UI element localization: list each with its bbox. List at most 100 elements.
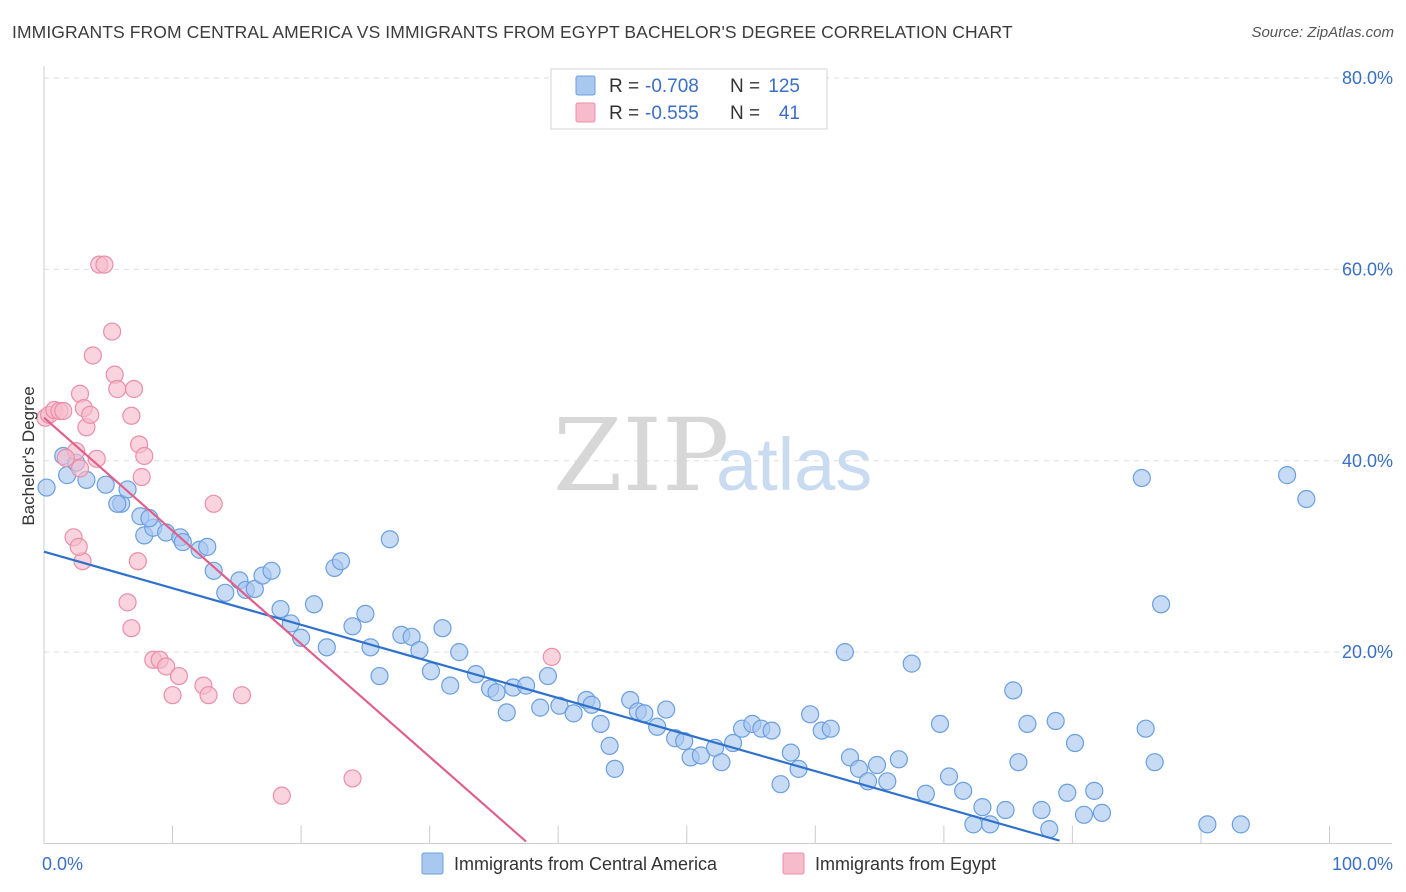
data-point	[108, 494, 127, 513]
x-tick-label: 100.0%	[1332, 854, 1393, 874]
y-tick-labels: 20.0% 40.0% 60.0% 80.0%	[1342, 68, 1393, 662]
data-point	[108, 379, 127, 399]
bottom-legend-label-blue: Immigrants from Central America	[454, 854, 718, 874]
data-point	[878, 772, 897, 791]
data-point	[216, 583, 235, 602]
data-point	[204, 494, 223, 513]
data-point	[889, 750, 908, 769]
bottom-legend-swatch-pink	[782, 852, 805, 875]
data-point	[343, 769, 362, 788]
data-point	[198, 537, 217, 556]
data-point	[37, 478, 56, 497]
data-point	[70, 459, 90, 478]
data-point	[821, 719, 840, 738]
data-point	[1032, 800, 1051, 820]
data-point	[69, 537, 88, 556]
data-point	[204, 561, 223, 580]
data-point	[245, 579, 264, 599]
data-point	[380, 530, 399, 549]
data-point	[1004, 681, 1023, 700]
watermark-zip: ZIP	[553, 397, 729, 514]
data-point	[232, 686, 252, 705]
data-point	[128, 552, 147, 571]
legend-n-label-blue: N =	[730, 76, 760, 97]
data-point	[122, 406, 141, 425]
bottom-legend-label-pink: Immigrants from Egypt	[815, 854, 996, 874]
legend-r-value-blue: -0.708	[645, 76, 699, 97]
data-point	[1046, 711, 1065, 731]
data-point	[421, 662, 441, 681]
data-point	[54, 401, 73, 421]
data-point	[691, 746, 710, 765]
data-point	[83, 346, 102, 365]
data-point	[1132, 468, 1151, 488]
data-point	[497, 703, 516, 722]
watermark-atlas: atlas	[716, 423, 872, 506]
data-point	[1074, 805, 1094, 824]
series-central-america-points	[37, 446, 1316, 839]
data-point	[781, 743, 800, 762]
data-point	[343, 617, 362, 636]
data-point	[81, 405, 100, 424]
data-point	[1092, 803, 1112, 822]
data-point	[1058, 783, 1077, 802]
legend-swatch-blue	[575, 75, 596, 96]
data-point	[1145, 753, 1164, 772]
data-point	[272, 786, 291, 805]
chart-title: IMMIGRANTS FROM CENTRAL AMERICA VS IMMIG…	[12, 22, 1013, 42]
trend-line-egypt	[43, 416, 527, 843]
data-point	[271, 599, 290, 619]
data-point	[835, 643, 854, 662]
data-point	[930, 714, 950, 733]
data-point	[954, 781, 973, 800]
data-point	[317, 638, 336, 657]
data-point	[304, 595, 324, 614]
data-point	[292, 628, 311, 647]
data-point	[916, 784, 935, 803]
data-point	[1277, 466, 1297, 485]
data-point	[867, 755, 887, 775]
bottom-legend: Immigrants from Central America Immigran…	[421, 852, 996, 875]
y-tick-label: 20.0%	[1342, 642, 1393, 662]
data-point	[122, 619, 141, 638]
data-point	[635, 704, 654, 723]
x-tick-label: 0.0%	[42, 854, 83, 874]
data-point	[87, 449, 106, 468]
data-point	[487, 683, 506, 702]
data-point	[1085, 781, 1104, 800]
source-label: Source: ZipAtlas.com	[1251, 24, 1394, 41]
y-tick-label: 60.0%	[1342, 259, 1393, 279]
data-point	[173, 532, 192, 552]
series-egypt-points	[36, 255, 561, 805]
data-point	[95, 255, 114, 274]
y-tick-label: 80.0%	[1342, 68, 1393, 88]
data-point	[1198, 815, 1217, 834]
data-point	[433, 619, 452, 638]
legend-r-label-blue: R =	[609, 76, 639, 97]
data-point	[356, 604, 375, 623]
trend-line-central-america	[43, 550, 1060, 842]
data-point	[135, 446, 154, 466]
data-point	[370, 666, 389, 686]
y-axis-label: Bachelor's Degree	[19, 386, 38, 525]
data-point	[1231, 815, 1250, 834]
data-point	[118, 593, 137, 612]
data-point	[132, 467, 151, 487]
legend-n-label-pink: N =	[730, 103, 760, 124]
data-point	[1151, 595, 1171, 614]
data-point	[675, 732, 694, 751]
data-point	[996, 800, 1015, 820]
data-point	[801, 705, 820, 724]
data-point	[56, 448, 75, 467]
data-point	[591, 714, 610, 733]
data-point	[140, 509, 159, 528]
data-point	[124, 379, 144, 399]
data-point	[973, 798, 992, 817]
data-point	[450, 643, 469, 662]
data-point	[902, 654, 921, 673]
legend-n-value-blue: 125	[768, 76, 800, 97]
axes	[43, 66, 1392, 844]
data-point	[96, 475, 115, 494]
data-point	[1009, 753, 1028, 772]
